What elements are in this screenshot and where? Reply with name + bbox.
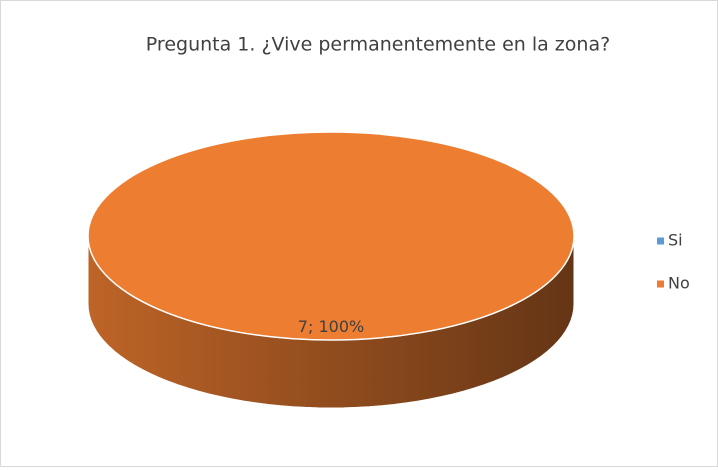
legend-swatch [657,237,664,245]
legend-swatch [657,280,664,288]
legend-label: No [668,274,690,293]
data-label: 7; 100% [298,317,364,336]
legend-label: Si [668,231,683,250]
pie-slice [87,131,575,341]
chart-title: Pregunta 1. ¿Vive permanentemente en la … [146,34,610,56]
